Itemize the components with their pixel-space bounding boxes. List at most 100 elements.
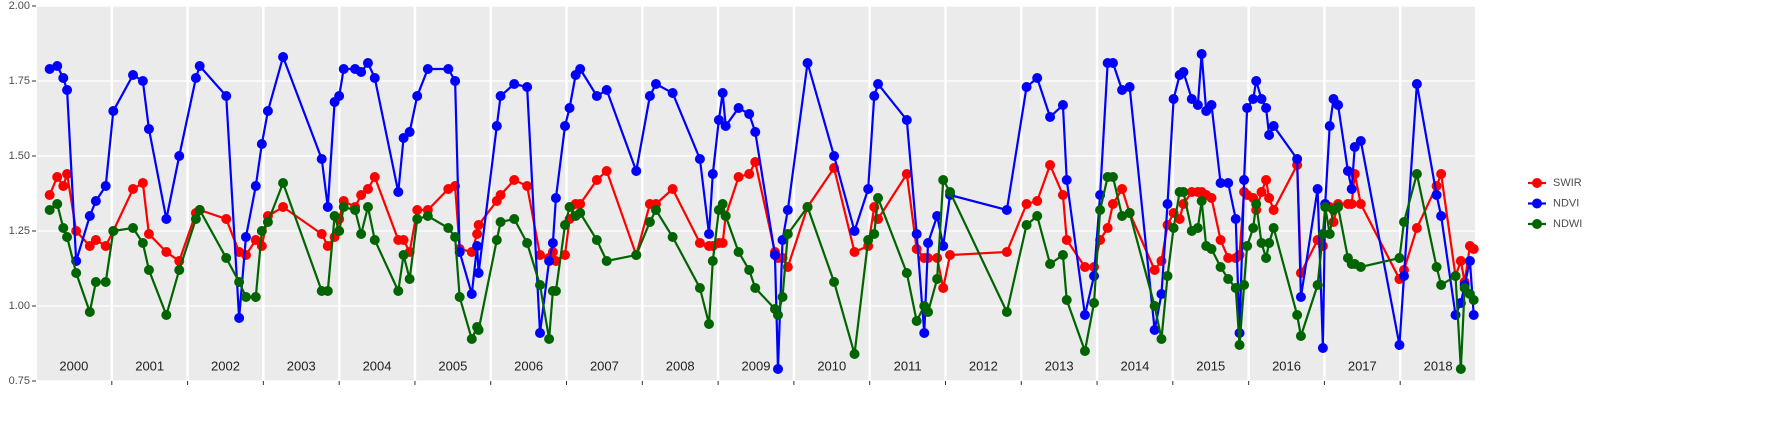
panel-label: 2018 <box>1424 358 1453 373</box>
point <box>1196 196 1207 206</box>
point <box>1001 307 1012 317</box>
point <box>362 202 373 212</box>
point <box>108 106 119 116</box>
point <box>1057 190 1068 200</box>
point <box>1117 85 1128 95</box>
point <box>137 178 148 188</box>
panel <box>567 6 642 381</box>
point <box>667 88 678 98</box>
point <box>1468 244 1479 254</box>
point <box>90 196 101 206</box>
point <box>1248 223 1259 233</box>
point <box>1032 73 1043 83</box>
point <box>1436 169 1447 179</box>
point <box>901 115 912 125</box>
point <box>923 307 934 317</box>
point <box>398 235 409 245</box>
panel-label: 2011 <box>894 358 922 373</box>
point <box>322 241 333 251</box>
point <box>1394 253 1405 263</box>
point <box>84 307 95 317</box>
point <box>90 277 101 287</box>
point <box>694 238 705 248</box>
point <box>128 70 139 80</box>
point <box>190 214 201 224</box>
point <box>108 226 119 236</box>
point <box>334 226 345 236</box>
point <box>733 103 744 113</box>
point <box>1215 262 1226 272</box>
point <box>1206 100 1217 110</box>
point <box>1468 310 1479 320</box>
y-tick-label: 2.00 <box>9 0 30 12</box>
point <box>1117 211 1128 221</box>
point <box>591 91 602 101</box>
panel-label: 2015 <box>1196 358 1225 373</box>
point <box>777 292 788 302</box>
point <box>707 256 718 266</box>
point <box>1239 175 1250 185</box>
point <box>1196 49 1207 59</box>
panel-label: 2010 <box>817 358 846 373</box>
point <box>750 283 761 293</box>
point <box>44 190 55 200</box>
point <box>1436 211 1447 221</box>
point <box>338 64 349 74</box>
panel <box>1098 6 1172 381</box>
point <box>772 364 783 374</box>
point <box>1399 217 1409 227</box>
point <box>772 310 783 320</box>
point <box>1468 295 1479 305</box>
point <box>473 220 484 230</box>
point <box>278 202 289 212</box>
point <box>338 202 349 212</box>
point <box>704 319 715 329</box>
point <box>863 184 874 194</box>
point <box>544 256 555 266</box>
point <box>161 214 172 224</box>
point <box>849 349 860 359</box>
point <box>443 223 454 233</box>
y-tick-label: 1.75 <box>9 75 30 87</box>
point <box>509 79 520 89</box>
point <box>221 91 232 101</box>
panel-label: 2012 <box>969 358 998 373</box>
panel <box>112 6 187 381</box>
point <box>190 73 201 83</box>
point <box>100 241 111 251</box>
point <box>782 229 793 239</box>
point <box>369 73 380 83</box>
point <box>1156 334 1167 344</box>
point <box>522 82 533 92</box>
point <box>1256 187 1267 197</box>
point <box>137 238 148 248</box>
point <box>369 172 380 182</box>
point <box>945 250 956 260</box>
point <box>491 235 502 245</box>
point <box>1264 193 1275 203</box>
point <box>1292 154 1303 164</box>
point <box>1256 94 1267 104</box>
point <box>1089 298 1100 308</box>
point <box>194 61 205 71</box>
point <box>1324 229 1335 239</box>
point <box>1162 199 1173 209</box>
point <box>473 268 484 278</box>
point <box>1312 280 1323 290</box>
point <box>240 232 251 242</box>
point <box>1292 310 1303 320</box>
point <box>704 229 715 239</box>
point <box>769 250 780 260</box>
point <box>750 157 761 167</box>
point <box>550 286 561 296</box>
point <box>316 229 327 239</box>
point <box>550 193 561 203</box>
point <box>744 109 755 119</box>
point <box>744 169 755 179</box>
point <box>1095 205 1106 215</box>
point <box>495 190 506 200</box>
point <box>256 226 267 236</box>
point <box>1168 223 1179 233</box>
point <box>901 169 912 179</box>
